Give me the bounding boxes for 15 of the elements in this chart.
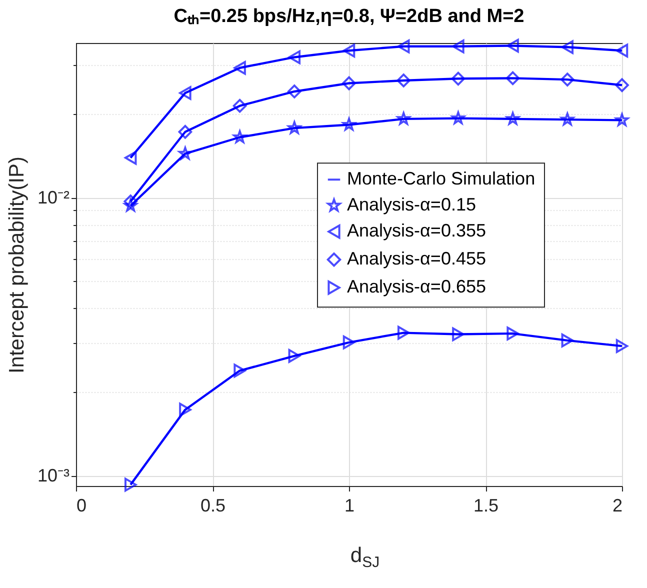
x-tick-label: 1 [344, 496, 355, 516]
x-tick-label: 0 [76, 496, 87, 516]
legend-label: Analysis-α=0.15 [347, 194, 476, 215]
y-tick-label: 10⁻² [37, 187, 70, 208]
legend-label: Analysis-α=0.455 [347, 248, 486, 269]
y-tick-label: 10⁻³ [37, 465, 70, 486]
x-tick-label: 1.5 [473, 496, 499, 516]
y-axis-title: Intercept probability(IP) [5, 156, 28, 374]
x-tick-label: 0.5 [200, 496, 226, 516]
chart-title: Cₜₕ=0.25 bps/Hz,η=0.8, Ψ=2dB and M=2 [174, 6, 524, 27]
legend-label: Analysis-α=0.655 [347, 276, 486, 297]
legend-label: Analysis-α=0.355 [347, 220, 486, 241]
x-axis-title: d$_{SJ}$ [349, 544, 381, 572]
x-tick-label: 2 [612, 496, 622, 516]
legend-label: Monte-Carlo Simulation [347, 168, 536, 189]
